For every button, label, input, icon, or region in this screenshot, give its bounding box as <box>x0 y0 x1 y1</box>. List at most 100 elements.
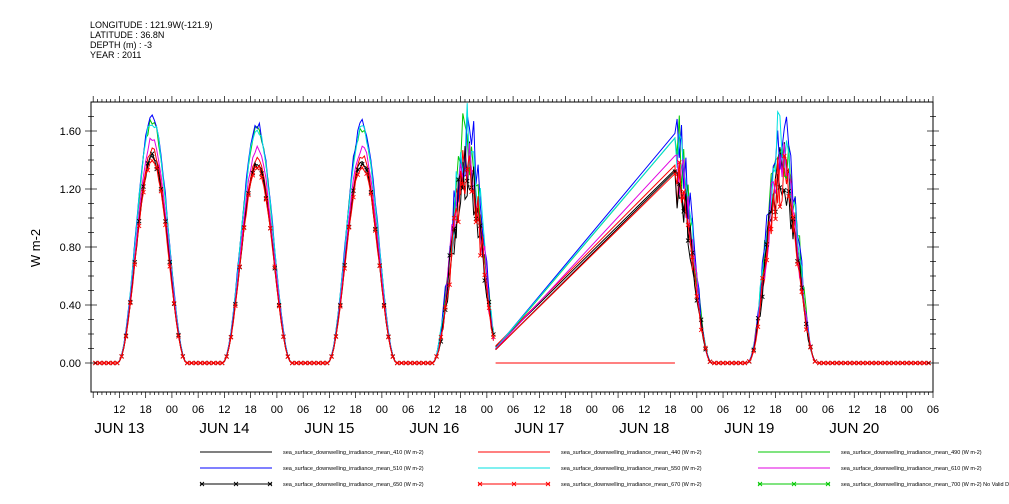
series-marker <box>106 360 111 366</box>
x-day-tick-label: JUN 18 <box>619 420 669 437</box>
x-day-tick-label: JUN 17 <box>514 420 564 437</box>
series-marker <box>904 360 910 366</box>
x-hour-tick-label: 18 <box>769 404 781 416</box>
series-line <box>495 143 929 364</box>
series-marker <box>913 360 918 366</box>
legend-swatch-marker <box>267 481 273 487</box>
series-marker <box>451 215 457 221</box>
legend-swatch-marker <box>825 481 831 487</box>
series-marker <box>145 167 151 173</box>
series-marker <box>838 360 844 366</box>
series-marker <box>716 360 721 366</box>
series-marker <box>773 216 778 222</box>
series-marker <box>751 348 756 354</box>
series-marker <box>681 189 686 195</box>
legend-swatch-marker <box>545 481 551 487</box>
series-line <box>95 155 494 364</box>
series-marker <box>259 175 264 180</box>
series-marker <box>834 360 840 366</box>
series-marker <box>681 209 686 214</box>
x-hour-tick-label: 18 <box>350 404 362 416</box>
series-marker <box>298 360 304 366</box>
series-marker <box>346 225 352 230</box>
x-hour-tick-label: 00 <box>166 404 178 416</box>
series-marker <box>703 345 708 351</box>
series-marker <box>707 359 713 365</box>
series-marker <box>250 173 256 178</box>
series-marker <box>351 194 356 200</box>
series-marker <box>180 354 186 359</box>
series-marker <box>729 360 735 366</box>
x-day-tick-label: JUN 14 <box>199 420 249 437</box>
series-marker <box>119 354 124 359</box>
series-marker <box>843 360 848 366</box>
series-marker <box>154 164 159 170</box>
series-marker <box>860 360 866 366</box>
series-marker <box>786 194 791 199</box>
legend-entry-label: sea_surface_downwelling_irradiance_mean_… <box>841 482 1009 488</box>
x-hour-tick-label: 12 <box>743 404 755 416</box>
series-marker <box>921 360 927 366</box>
latitude-label: LATITUDE : 36.8N <box>90 30 165 40</box>
x-hour-tick-label: 00 <box>481 404 493 416</box>
series-marker <box>342 266 348 271</box>
series-marker <box>311 360 317 366</box>
legend-swatch-marker <box>477 481 483 487</box>
series-marker <box>733 360 739 366</box>
series-marker <box>136 223 142 229</box>
series-marker <box>320 360 326 366</box>
x-hour-tick-label: 12 <box>848 404 860 416</box>
series-marker <box>830 360 835 366</box>
series-marker <box>917 360 923 366</box>
legend-entry-label: sea_surface_downwelling_irradiance_mean_… <box>283 466 424 472</box>
x-hour-tick-label: 12 <box>533 404 545 416</box>
x-hour-tick-label: 00 <box>691 404 703 416</box>
series-marker <box>694 293 700 299</box>
series-marker <box>803 327 809 332</box>
x-hour-tick-label: 06 <box>717 404 729 416</box>
plot-frame <box>90 101 934 393</box>
series-marker <box>163 222 168 228</box>
x-hour-tick-label: 18 <box>245 404 257 416</box>
depth-label: DEPTH (m) : -3 <box>90 40 152 50</box>
series-marker <box>746 359 752 364</box>
series-marker <box>856 360 861 366</box>
series-marker <box>141 189 146 195</box>
series-marker <box>189 360 194 366</box>
series-marker <box>241 225 247 231</box>
series-marker <box>764 257 770 263</box>
series-marker <box>891 360 896 366</box>
y-tick-label: 0.40 <box>60 300 81 312</box>
x-hour-tick-label: 12 <box>323 404 335 416</box>
series-marker <box>149 151 155 157</box>
legend-entry-label: sea_surface_downwelling_irradiance_mean_… <box>841 450 982 456</box>
series-marker <box>158 188 164 194</box>
series-marker <box>224 354 229 360</box>
series-marker <box>307 360 313 366</box>
series-marker <box>895 360 901 366</box>
y-tick-label: 1.20 <box>60 184 81 196</box>
series-marker <box>329 354 334 359</box>
series-marker <box>438 334 444 340</box>
series-marker <box>491 334 496 340</box>
series-marker <box>812 359 818 364</box>
series-marker <box>316 360 321 366</box>
series-marker <box>246 192 251 198</box>
series-marker <box>324 360 330 366</box>
series-marker <box>421 360 426 366</box>
series-marker <box>407 360 413 366</box>
series-marker <box>237 264 243 270</box>
x-hour-tick-label: 18 <box>559 404 571 416</box>
legend-entry-label: sea_surface_downwelling_irradiance_mean_… <box>841 466 982 472</box>
series-marker <box>469 189 474 195</box>
series-marker <box>394 360 400 366</box>
series-marker <box>359 161 365 167</box>
series-marker <box>882 360 888 366</box>
x-hour-tick-label: 06 <box>822 404 834 416</box>
series-marker <box>442 305 448 310</box>
series-marker <box>364 171 369 177</box>
series-marker <box>482 272 487 278</box>
legend-entry-label: sea_surface_downwelling_irradiance_mean_… <box>283 450 424 456</box>
series-marker <box>690 254 695 260</box>
